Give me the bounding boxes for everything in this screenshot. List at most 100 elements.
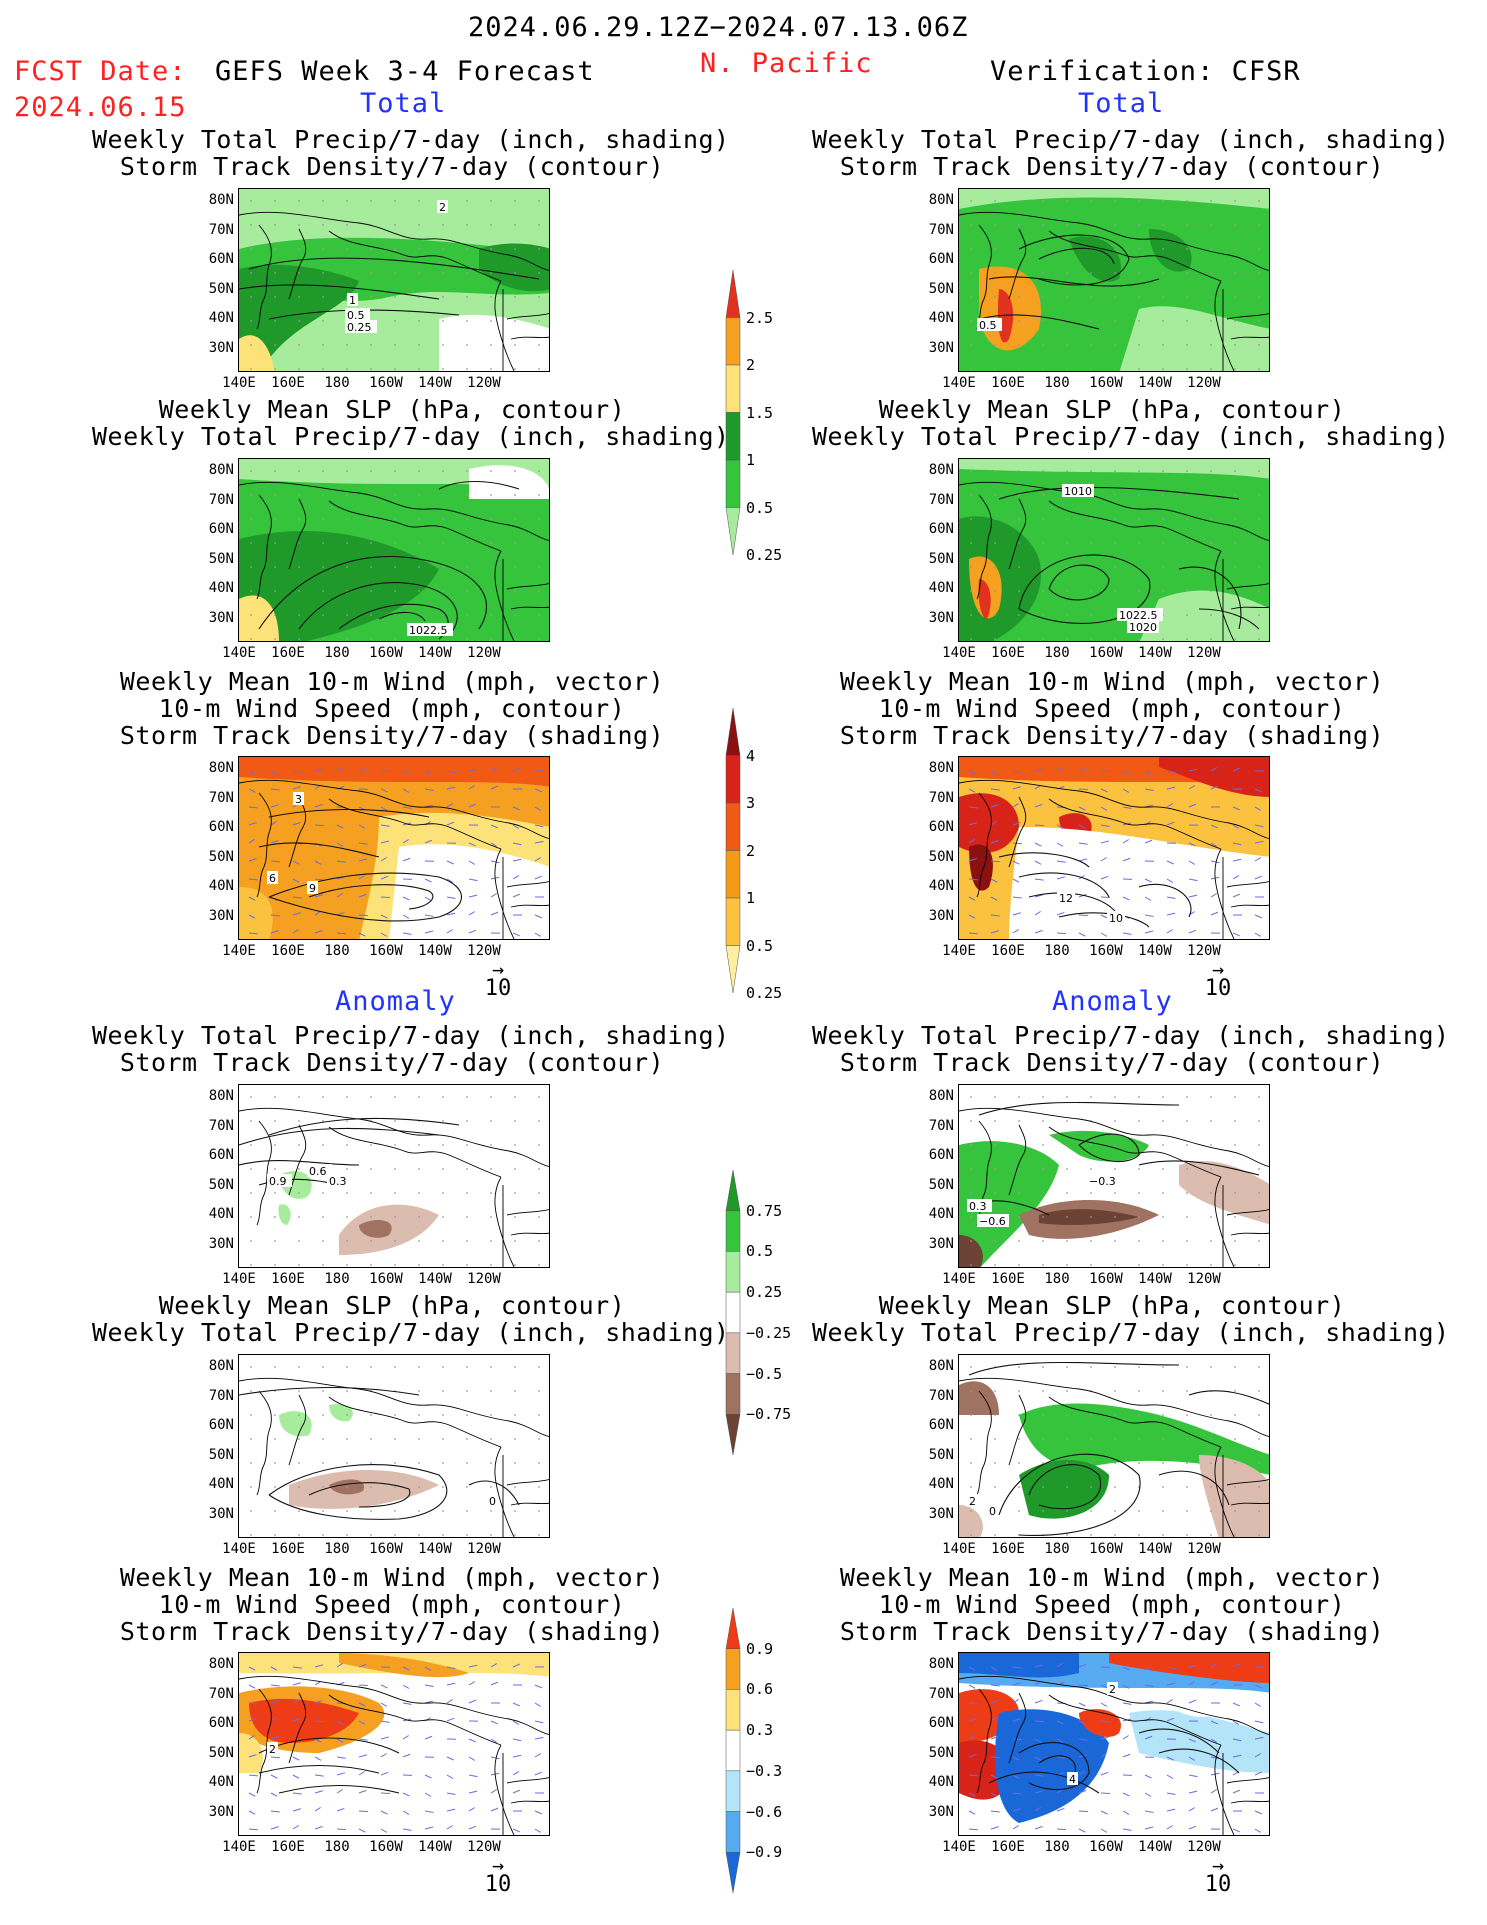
lon-tick-label: 160W xyxy=(1089,1839,1123,1855)
colorbar-swatch xyxy=(725,1210,741,1252)
wind-vector xyxy=(1210,1738,1218,1743)
grid-dot xyxy=(1018,1462,1020,1464)
coastline xyxy=(1226,881,1269,888)
panel-title-left-4: Weekly Total Precip/7-day (inch, shading… xyxy=(92,1021,730,1077)
map-plot-fc-anom-wind: 2 xyxy=(239,1653,549,1835)
contour-line xyxy=(468,1480,520,1506)
contour-line xyxy=(239,1160,360,1166)
grid-dot xyxy=(1090,1096,1092,1098)
wind-vector xyxy=(380,1736,390,1740)
shading-region xyxy=(359,1220,392,1238)
grid-dot xyxy=(394,470,396,472)
wind-vector xyxy=(512,875,520,880)
grid-dot xyxy=(298,224,300,226)
wind-vector xyxy=(1254,932,1262,937)
grid-dot xyxy=(1186,518,1188,520)
grid-dot xyxy=(994,1390,996,1392)
wind-vector xyxy=(424,770,432,775)
grid-dot xyxy=(514,368,516,370)
wind-vector xyxy=(1232,1789,1241,1794)
grid-dot xyxy=(538,590,540,592)
grid-dot xyxy=(994,1168,996,1170)
wind-vector xyxy=(402,1666,410,1671)
coastline xyxy=(510,1502,549,1506)
wind-vector xyxy=(1144,770,1152,775)
grid-dot xyxy=(514,1120,516,1122)
grid-dot xyxy=(970,1486,972,1488)
wind-vector xyxy=(1056,1738,1064,1743)
panel-title-left-3: Weekly Mean 10-m Wind (mph, vector) 10-m… xyxy=(119,667,665,750)
grid-dot xyxy=(370,1192,372,1194)
grid-dot xyxy=(1042,320,1044,322)
wind-vector xyxy=(358,1702,366,1707)
grid-dot xyxy=(1114,1216,1116,1218)
wind-vector xyxy=(1034,1807,1041,1812)
wind-vector xyxy=(1056,842,1064,847)
grid-dot xyxy=(970,590,972,592)
lon-tick-label: 140W xyxy=(418,375,452,391)
lon-tick-label: 140W xyxy=(418,943,452,959)
lon-tick-label: 160W xyxy=(1089,943,1123,959)
lat-tick-label: 40N xyxy=(208,1476,234,1492)
wind-vector xyxy=(468,1738,476,1743)
grid-dot xyxy=(1138,1264,1140,1266)
wind-vector xyxy=(1166,1682,1176,1686)
grid-dot xyxy=(1090,1534,1092,1536)
grid-dot xyxy=(1138,518,1140,520)
grid-dot xyxy=(538,296,540,298)
grid-dot xyxy=(1138,542,1140,544)
lat-tick-label: 80N xyxy=(928,1358,954,1374)
grid-dot xyxy=(1090,1414,1092,1416)
lon-tick-label: 120W xyxy=(467,1839,501,1855)
lon-tick-label: 120W xyxy=(467,943,501,959)
grid-dot xyxy=(970,1510,972,1512)
wind-vector xyxy=(490,824,499,829)
grid-dot xyxy=(274,200,276,202)
grid-dot xyxy=(490,1510,492,1512)
contour-line xyxy=(278,1784,400,1794)
map-fc-total-slp: 1022.5 xyxy=(238,458,550,642)
grid-dot xyxy=(274,494,276,496)
grid-dot xyxy=(1234,1216,1236,1218)
colorbar-swatch xyxy=(725,1648,741,1690)
shading-region xyxy=(239,595,279,641)
wind-vector xyxy=(534,1684,543,1689)
wind-vector xyxy=(1122,1828,1132,1831)
grid-dot xyxy=(250,470,252,472)
coastline xyxy=(494,550,515,641)
grid-dot xyxy=(970,1144,972,1146)
grid-dot xyxy=(994,518,996,520)
wind-vector xyxy=(424,804,434,808)
wind-vector xyxy=(1100,1753,1107,1758)
contour-label: 0 xyxy=(989,1505,996,1518)
grid-dot xyxy=(250,1390,252,1392)
lat-tick-label: 70N xyxy=(928,1387,954,1404)
lon-tick-label: 160E xyxy=(991,1271,1025,1287)
lat-tick-label: 30N xyxy=(208,609,234,626)
grid-dot xyxy=(1186,1240,1188,1242)
grid-dot xyxy=(514,1240,516,1242)
contour-line xyxy=(1038,247,1115,265)
coastline xyxy=(976,792,992,898)
vector-ref-label: 10 xyxy=(1204,976,1232,1001)
grid-dot xyxy=(1234,224,1236,226)
wind-vector xyxy=(1078,1828,1086,1833)
wind-vector xyxy=(1056,1663,1063,1668)
grid-dot xyxy=(994,344,996,346)
lat-tick-label: 40N xyxy=(928,580,954,596)
coastline xyxy=(288,1692,307,1764)
grid-dot xyxy=(250,200,252,202)
grid-dot xyxy=(1114,1366,1116,1368)
grid-dot xyxy=(250,638,252,640)
grid-dot xyxy=(442,1438,444,1440)
arrow-icon: → xyxy=(491,957,505,981)
contour-line xyxy=(978,1101,1180,1116)
grid-dot xyxy=(1042,344,1044,346)
wind-vector xyxy=(1012,822,1021,826)
wind-vector xyxy=(358,1738,368,1741)
lat-tick-label: 60N xyxy=(208,1147,234,1163)
grid-dot xyxy=(274,1510,276,1512)
coastline xyxy=(288,498,307,570)
grid-dot xyxy=(1186,200,1188,202)
wind-vector xyxy=(1144,914,1154,917)
